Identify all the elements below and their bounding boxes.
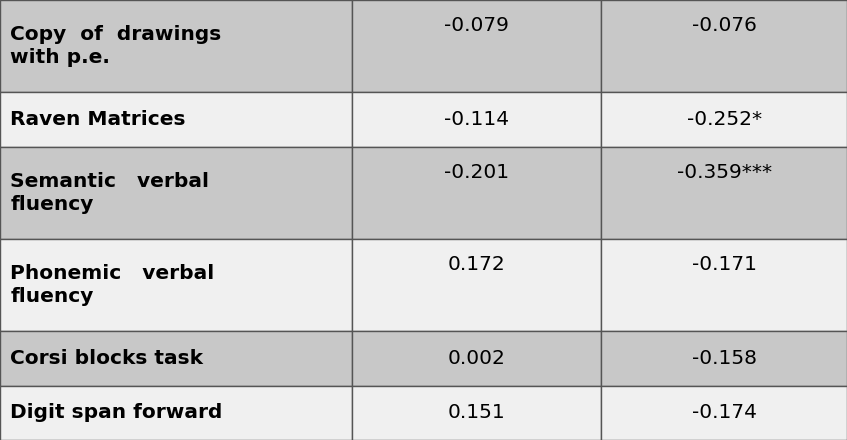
Bar <box>601 239 847 331</box>
Text: -0.076: -0.076 <box>692 16 756 35</box>
Text: Corsi blocks task: Corsi blocks task <box>10 349 203 368</box>
Bar <box>352 0 601 92</box>
Text: 0.002: 0.002 <box>447 349 506 368</box>
Bar <box>0 239 352 331</box>
Bar <box>601 331 847 385</box>
Text: -0.158: -0.158 <box>692 349 756 368</box>
Text: Copy  of  drawings
with p.e.: Copy of drawings with p.e. <box>10 25 221 67</box>
Text: -0.171: -0.171 <box>692 255 756 274</box>
Text: -0.252*: -0.252* <box>687 110 761 129</box>
Bar <box>601 385 847 440</box>
Bar <box>352 331 601 385</box>
Text: -0.174: -0.174 <box>692 403 756 422</box>
Bar <box>0 331 352 385</box>
Text: Semantic   verbal
fluency: Semantic verbal fluency <box>10 172 209 214</box>
Text: Phonemic   verbal
fluency: Phonemic verbal fluency <box>10 264 214 306</box>
Bar <box>601 92 847 147</box>
Text: 0.172: 0.172 <box>447 255 506 274</box>
Text: -0.079: -0.079 <box>444 16 509 35</box>
Bar <box>0 92 352 147</box>
Bar <box>0 147 352 239</box>
Bar <box>601 0 847 92</box>
Bar <box>352 239 601 331</box>
Bar <box>352 147 601 239</box>
Bar <box>0 385 352 440</box>
Text: Raven Matrices: Raven Matrices <box>10 110 185 129</box>
Bar <box>352 92 601 147</box>
Text: -0.114: -0.114 <box>444 110 509 129</box>
Text: 0.151: 0.151 <box>447 403 506 422</box>
Bar <box>601 147 847 239</box>
Text: Digit span forward: Digit span forward <box>10 403 223 422</box>
Text: -0.201: -0.201 <box>444 163 509 182</box>
Bar <box>0 0 352 92</box>
Text: -0.359***: -0.359*** <box>677 163 772 182</box>
Bar <box>352 385 601 440</box>
